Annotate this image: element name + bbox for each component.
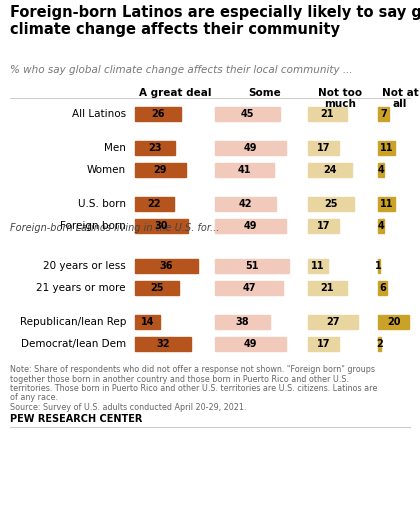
Text: 29: 29 (154, 165, 167, 175)
Text: territories. Those born in Puerto Rico and other U.S. territories are U.S. citiz: territories. Those born in Puerto Rico a… (10, 384, 378, 393)
Bar (135, 107, 181, 121)
Text: 20: 20 (387, 317, 400, 327)
Text: 17: 17 (317, 143, 331, 153)
Text: 21: 21 (321, 109, 334, 119)
Text: PEW RESEARCH CENTER: PEW RESEARCH CENTER (10, 414, 142, 424)
Bar (378, 219, 384, 233)
Bar (308, 281, 347, 295)
Text: 51: 51 (245, 261, 259, 271)
Text: 4: 4 (378, 221, 384, 231)
Bar (308, 163, 352, 177)
Bar (135, 281, 179, 295)
Bar (308, 315, 358, 329)
Text: 25: 25 (150, 283, 164, 293)
Text: 45: 45 (241, 109, 255, 119)
Text: Democrat/lean Dem: Democrat/lean Dem (21, 339, 126, 349)
Text: 2: 2 (376, 339, 383, 349)
Bar (378, 281, 387, 295)
Bar (308, 259, 328, 273)
Text: 30: 30 (155, 221, 168, 231)
Text: 11: 11 (311, 261, 325, 271)
Text: 32: 32 (156, 339, 170, 349)
Text: 47: 47 (242, 283, 256, 293)
Bar (378, 107, 389, 121)
Bar (135, 315, 160, 329)
Text: 36: 36 (160, 261, 173, 271)
Text: Men: Men (104, 143, 126, 153)
Bar (215, 163, 274, 177)
Text: 49: 49 (244, 143, 257, 153)
Text: A great deal: A great deal (139, 88, 211, 98)
Bar (135, 141, 175, 155)
Bar (215, 197, 276, 211)
Text: 24: 24 (323, 165, 337, 175)
Text: Foreign-born Latinos living in the U.S. for...: Foreign-born Latinos living in the U.S. … (10, 223, 219, 233)
Text: 11: 11 (380, 199, 393, 209)
Text: Women: Women (87, 165, 126, 175)
Text: 27: 27 (326, 317, 340, 327)
Text: U.S. born: U.S. born (78, 199, 126, 209)
Bar (308, 197, 354, 211)
Bar (135, 163, 186, 177)
Text: 6: 6 (379, 283, 386, 293)
Text: 49: 49 (244, 221, 257, 231)
Bar (308, 337, 339, 351)
Bar (135, 337, 191, 351)
Bar (378, 337, 381, 351)
Bar (308, 141, 339, 155)
Bar (378, 315, 409, 329)
Text: Republican/lean Rep: Republican/lean Rep (20, 317, 126, 327)
Text: Not too
much: Not too much (318, 88, 362, 109)
Text: Not at
all: Not at all (382, 88, 418, 109)
Bar (308, 107, 347, 121)
Text: Source: Survey of U.S. adults conducted April 20-29, 2021.: Source: Survey of U.S. adults conducted … (10, 403, 247, 412)
Text: Foreign born: Foreign born (60, 221, 126, 231)
Bar (215, 219, 286, 233)
Text: Some: Some (249, 88, 281, 98)
Text: 22: 22 (147, 199, 161, 209)
Text: 20 years or less: 20 years or less (43, 261, 126, 271)
Text: 14: 14 (141, 317, 154, 327)
Bar (215, 107, 280, 121)
Text: 25: 25 (324, 199, 338, 209)
Bar (378, 163, 384, 177)
Text: 23: 23 (148, 143, 162, 153)
Bar (135, 197, 173, 211)
Text: 17: 17 (317, 339, 331, 349)
Text: All Latinos: All Latinos (72, 109, 126, 119)
Bar (215, 259, 289, 273)
Text: 17: 17 (317, 221, 331, 231)
Bar (308, 219, 339, 233)
Text: Foreign-born Latinos are especially likely to say global
climate change affects : Foreign-born Latinos are especially like… (10, 5, 420, 37)
Text: 38: 38 (236, 317, 249, 327)
Text: of any race.: of any race. (10, 394, 58, 402)
Bar (215, 141, 286, 155)
Text: 7: 7 (380, 109, 387, 119)
Text: 11: 11 (380, 143, 393, 153)
Text: 21 years or more: 21 years or more (37, 283, 126, 293)
Text: Note: Share of respondents who did not offer a response not shown. "Foreign born: Note: Share of respondents who did not o… (10, 365, 375, 374)
Bar (215, 337, 286, 351)
Text: 26: 26 (151, 109, 165, 119)
Text: 42: 42 (239, 199, 252, 209)
Text: % who say global climate change affects their local community ...: % who say global climate change affects … (10, 65, 353, 75)
Bar (135, 259, 198, 273)
Bar (378, 259, 380, 273)
Bar (378, 197, 395, 211)
Bar (135, 219, 187, 233)
Text: 49: 49 (244, 339, 257, 349)
Text: 41: 41 (238, 165, 252, 175)
Text: together those born in another country and those born in Puerto Rico and other U: together those born in another country a… (10, 374, 349, 384)
Bar (215, 315, 270, 329)
Bar (215, 281, 283, 295)
Text: 4: 4 (378, 165, 384, 175)
Bar (378, 141, 395, 155)
Text: 1: 1 (375, 261, 382, 271)
Text: 21: 21 (321, 283, 334, 293)
